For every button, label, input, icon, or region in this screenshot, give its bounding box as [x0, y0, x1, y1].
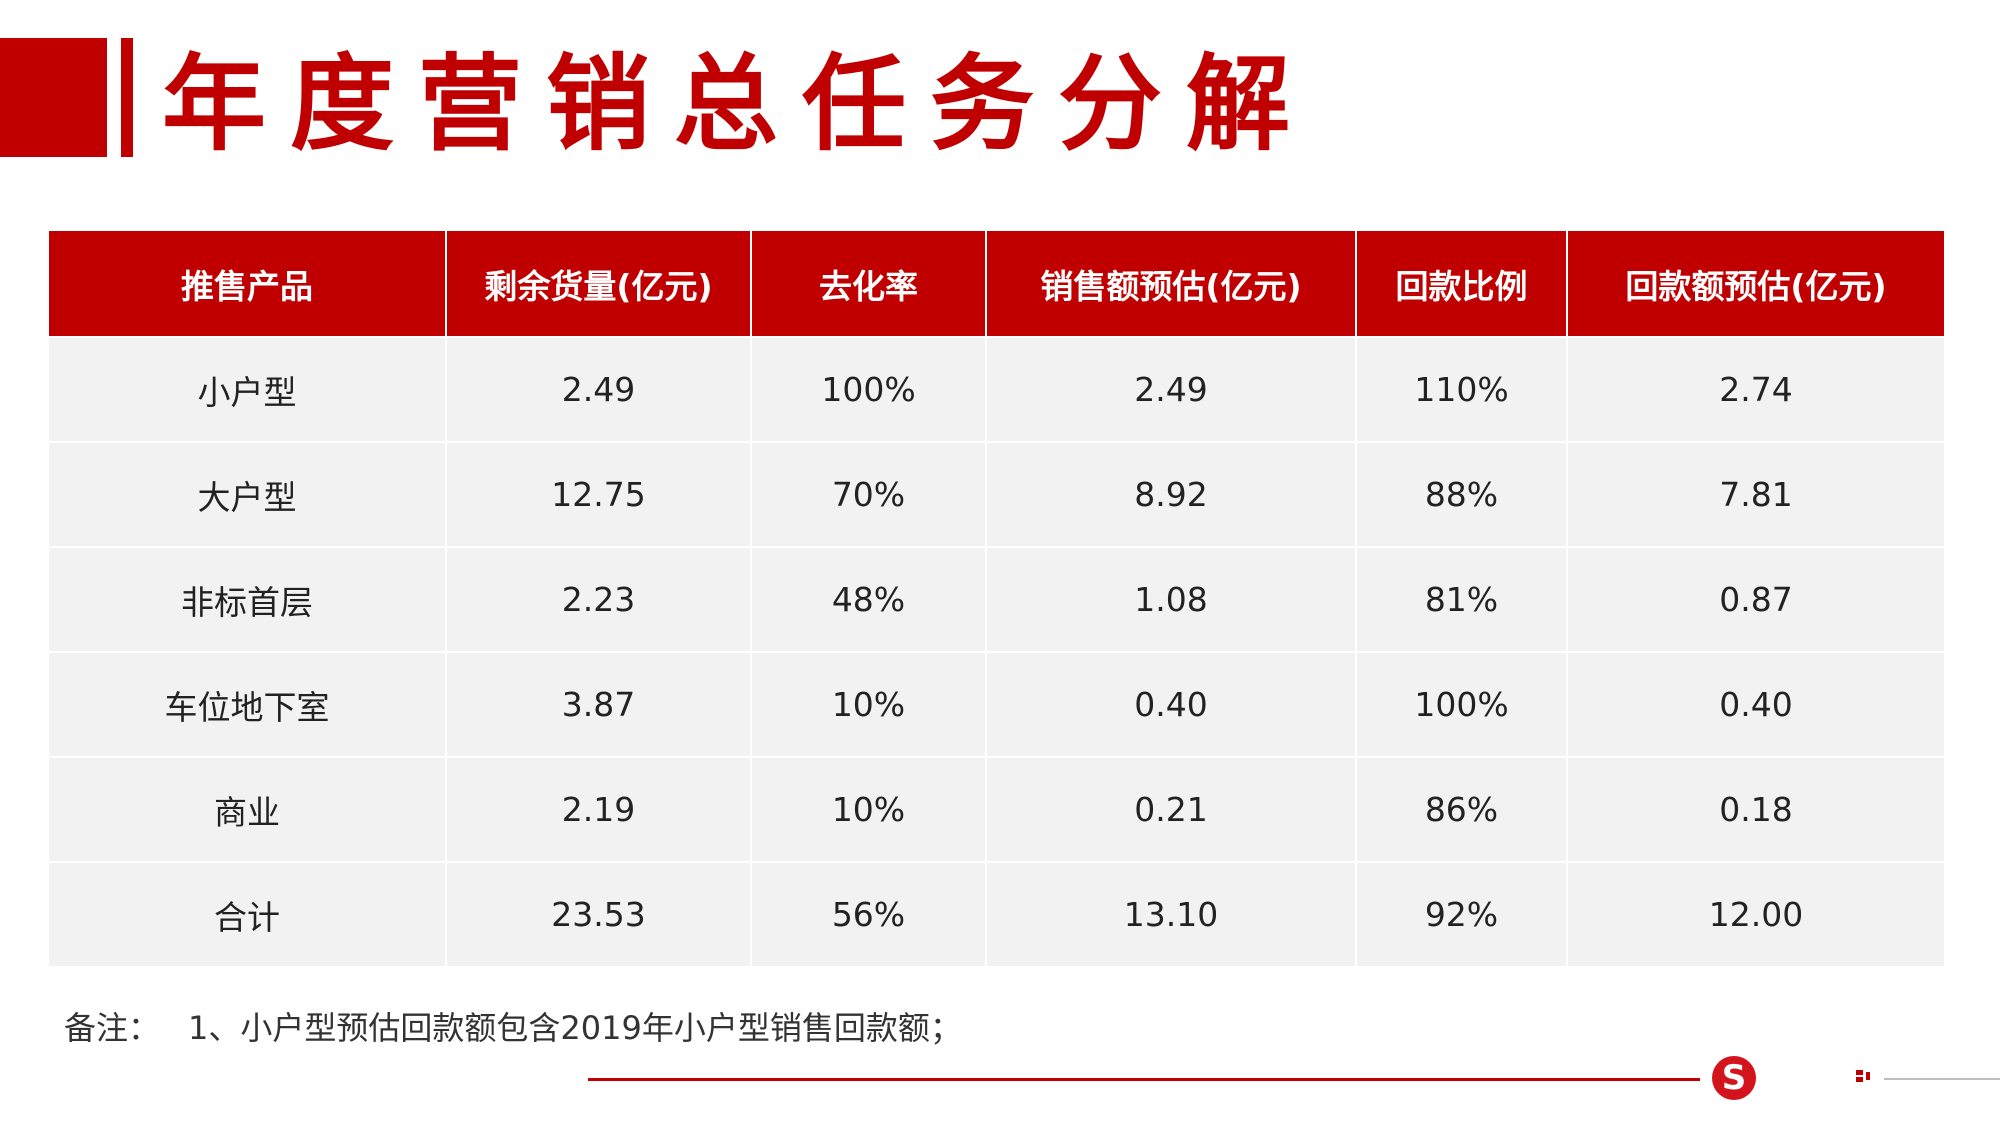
footnote-text: 1、小户型预估回款额包含2019年小户型销售回款额； [188, 1009, 962, 1047]
cell-sales-estimate: 2.49 [986, 336, 1357, 442]
cell-sales-estimate: 13.10 [986, 861, 1357, 966]
cell-remaining-stock: 2.19 [446, 756, 752, 862]
company-logo-icon: S [1712, 1056, 1756, 1100]
table-row: 非标首层 2.23 48% 1.08 81% 0.87 [49, 546, 1944, 652]
table-row: 小户型 2.49 100% 2.49 110% 2.74 [49, 336, 1944, 442]
cell-remaining-stock: 2.23 [446, 546, 752, 652]
cell-sales-estimate: 0.21 [986, 756, 1357, 862]
footer-divider-line-right [1884, 1078, 2000, 1080]
title-accent-block [0, 38, 107, 157]
cell-collection-ratio: 81% [1356, 546, 1568, 652]
table-row: 车位地下室 3.87 10% 0.40 100% 0.40 [49, 651, 1944, 757]
cell-product: 非标首层 [49, 546, 447, 652]
cell-collection-estimate: 0.18 [1567, 756, 1944, 862]
cell-sell-through-rate: 56% [751, 861, 987, 966]
cell-sell-through-rate: 70% [751, 441, 987, 547]
table-row: 商业 2.19 10% 0.21 86% 0.18 [49, 756, 1944, 862]
cell-remaining-stock: 23.53 [446, 861, 752, 966]
header-collection-estimate: 回款额预估(亿元) [1567, 231, 1944, 337]
cell-sell-through-rate: 100% [751, 336, 987, 442]
footer-mark-icon [1856, 1070, 1872, 1082]
table-header-row: 推售产品 剩余货量(亿元) 去化率 销售额预估(亿元) 回款比例 回款额预估(亿… [49, 231, 1944, 337]
cell-sales-estimate: 1.08 [986, 546, 1357, 652]
cell-collection-ratio: 88% [1356, 441, 1568, 547]
cell-remaining-stock: 2.49 [446, 336, 752, 442]
header-remaining-stock: 剩余货量(亿元) [446, 231, 752, 337]
cell-sales-estimate: 8.92 [986, 441, 1357, 547]
cell-collection-estimate: 0.40 [1567, 651, 1944, 757]
footnote-label: 备注： [64, 1009, 161, 1047]
cell-product: 合计 [49, 861, 447, 966]
cell-sales-estimate: 0.40 [986, 651, 1357, 757]
cell-remaining-stock: 12.75 [446, 441, 752, 547]
table-row: 大户型 12.75 70% 8.92 88% 7.81 [49, 441, 1944, 547]
cell-collection-estimate: 7.81 [1567, 441, 1944, 547]
cell-collection-estimate: 2.74 [1567, 336, 1944, 442]
cell-remaining-stock: 3.87 [446, 651, 752, 757]
page-title: 年度营销总任务分解 [162, 43, 1315, 165]
cell-sell-through-rate: 48% [751, 546, 987, 652]
cell-product: 商业 [49, 756, 447, 862]
header-collection-ratio: 回款比例 [1356, 231, 1568, 337]
table-total-row: 合计 23.53 56% 13.10 92% 12.00 [49, 861, 1944, 966]
cell-collection-ratio: 110% [1356, 336, 1568, 442]
cell-collection-ratio: 86% [1356, 756, 1568, 862]
header-sell-through-rate: 去化率 [751, 231, 987, 337]
cell-product: 小户型 [49, 336, 447, 442]
cell-product: 大户型 [49, 441, 447, 547]
cell-sell-through-rate: 10% [751, 756, 987, 862]
cell-product: 车位地下室 [49, 651, 447, 757]
cell-collection-estimate: 12.00 [1567, 861, 1944, 966]
cell-collection-estimate: 0.87 [1567, 546, 1944, 652]
cell-collection-ratio: 92% [1356, 861, 1568, 966]
header-sales-estimate: 销售额预估(亿元) [986, 231, 1357, 337]
footnote: 备注： 1、小户型预估回款额包含2019年小户型销售回款额； [64, 1003, 962, 1049]
sales-task-table: 推售产品 剩余货量(亿元) 去化率 销售额预估(亿元) 回款比例 回款额预估(亿… [49, 231, 1944, 966]
cell-sell-through-rate: 10% [751, 651, 987, 757]
cell-collection-ratio: 100% [1356, 651, 1568, 757]
header-product: 推售产品 [49, 231, 447, 337]
footer-divider-line [588, 1078, 1700, 1081]
title-accent-bar [121, 38, 133, 157]
